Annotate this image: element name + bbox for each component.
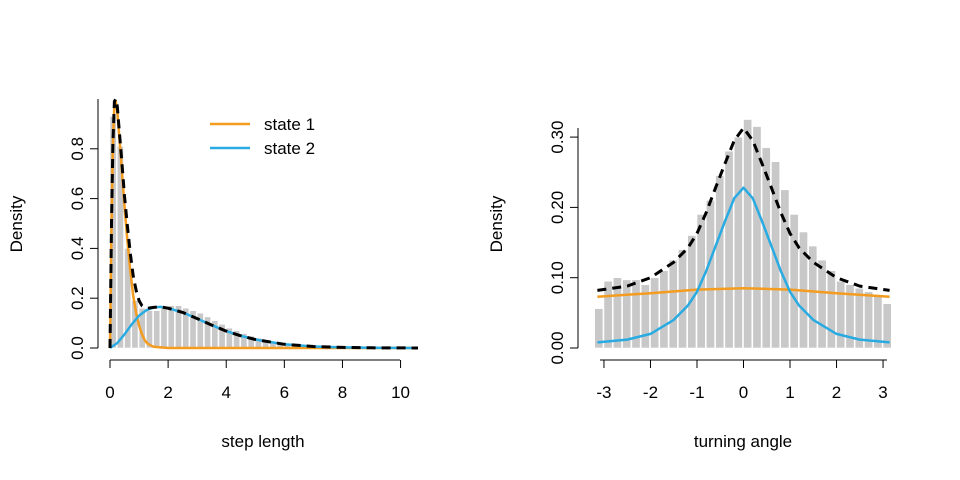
x-tick-label: 4	[221, 383, 230, 402]
histogram-bar	[603, 280, 613, 349]
x-axis-label: turning angle	[694, 432, 792, 451]
histogram-bar	[622, 279, 632, 349]
x-axis-ticks: 0 2 4 6 8 10	[105, 360, 410, 402]
x-tick-label: -2	[643, 383, 658, 402]
y-axis-label: Density	[487, 195, 506, 252]
y-tick-label: 0.30	[548, 121, 567, 154]
histogram-bar	[160, 307, 168, 349]
histogram-bar	[678, 249, 687, 349]
step-length-histogram	[109, 116, 415, 349]
y-tick-label: 0.20	[548, 191, 567, 224]
step-length-curves	[108, 97, 419, 350]
histogram-bar	[780, 189, 790, 349]
x-tick-label: 3	[878, 383, 887, 402]
panel-step-length: 0.0 0.2 0.4 0.6 0.8 0 2 4 6 8 10 step length Dens…	[7, 97, 419, 451]
x-tick-label: -1	[689, 383, 704, 402]
y-axis-ticks: 0.00 0.10 0.20 0.30	[548, 121, 578, 365]
histogram-bar	[724, 150, 734, 349]
x-tick-label: 0	[739, 383, 748, 402]
histogram-bar	[789, 214, 799, 349]
x-axis-label: step length	[221, 432, 304, 451]
histogram-bar	[826, 270, 836, 349]
histogram-bar	[167, 305, 175, 349]
histogram-bar	[594, 308, 604, 349]
y-tick-label: 0.10	[548, 261, 567, 294]
legend-label-state-1: state 1	[264, 115, 315, 134]
histogram-bar	[808, 245, 818, 349]
histogram-bar	[153, 310, 161, 349]
panel-turning-angle: 0.00 0.10 0.20 0.30 -3 -2 -1 0 1 2 3 turning angl…	[487, 119, 892, 451]
histogram-bar	[845, 284, 855, 349]
y-axis-ticks: 0.0 0.2 0.4 0.6 0.8	[68, 137, 98, 360]
x-tick-label: 1	[785, 383, 794, 402]
histogram-bar	[705, 200, 715, 349]
histogram-bar	[668, 259, 678, 349]
histogram-bar	[752, 126, 762, 349]
x-tick-label: 0	[105, 383, 114, 402]
y-tick-label: 0.00	[548, 331, 567, 364]
x-tick-label: 10	[391, 383, 410, 402]
y-tick-label: 0.6	[68, 187, 87, 211]
histogram-bar	[761, 147, 771, 349]
histogram-bar	[733, 136, 743, 349]
histogram-bar	[612, 277, 622, 349]
mixture-density-line	[108, 97, 419, 350]
histogram-bar	[659, 270, 669, 349]
x-tick-label: 6	[280, 383, 289, 402]
histogram-bar	[687, 235, 697, 349]
histogram-bar	[882, 303, 892, 349]
turning-angle-curves	[597, 126, 890, 344]
y-axis-label: Density	[7, 195, 26, 252]
mixture-density-line	[597, 126, 890, 292]
histogram-bar	[817, 259, 827, 349]
histogram-bar	[640, 284, 650, 349]
y-tick-label: 0.8	[68, 137, 87, 161]
state-density-line	[597, 186, 890, 344]
x-tick-label: 8	[338, 383, 347, 402]
x-tick-label: 2	[832, 383, 841, 402]
histogram-bar	[715, 175, 725, 349]
legend-label-state-2: state 2	[264, 139, 315, 158]
y-tick-label: 0.4	[68, 237, 87, 261]
turning-angle-histogram	[594, 119, 892, 349]
x-axis-ticks: -3 -2 -1 0 1 2 3	[596, 360, 888, 402]
histogram-bar	[836, 280, 846, 349]
y-tick-label: 0.2	[68, 286, 87, 310]
x-tick-label: -3	[596, 383, 611, 402]
x-tick-label: 2	[163, 383, 172, 402]
histogram-bar	[854, 287, 864, 349]
histogram-bar	[864, 291, 874, 349]
histogram-bar	[743, 119, 753, 349]
legend: state 1 state 2	[210, 115, 315, 158]
state-density-line	[597, 286, 890, 298]
histogram-bar	[146, 310, 153, 349]
histogram-bar	[650, 277, 660, 349]
histogram-bar	[631, 279, 641, 349]
y-tick-label: 0.0	[68, 336, 87, 360]
